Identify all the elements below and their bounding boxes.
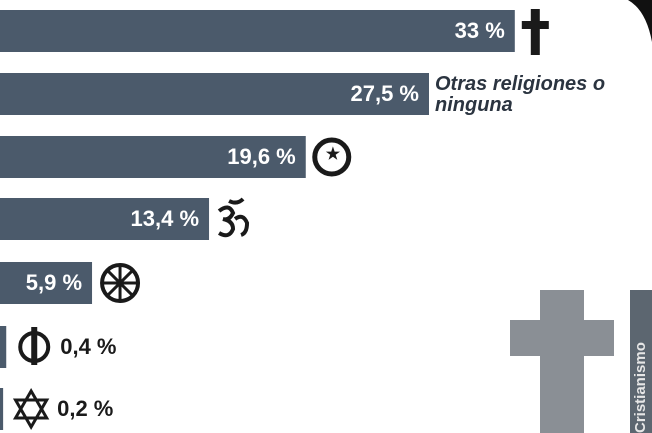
icon-wheel-spoke [106, 269, 134, 297]
icon-cross [521, 21, 549, 29]
bar [0, 388, 4, 430]
icon-cross [530, 9, 540, 55]
bar [0, 326, 7, 368]
value-label: 13,4 % [131, 206, 200, 231]
side-label: Cristianismo [632, 342, 649, 433]
category-label: Otras religiones o ninguna [435, 73, 606, 116]
icon-om [217, 197, 250, 238]
value-label: 19,6 % [227, 144, 296, 169]
value-label: 5,9 % [26, 270, 82, 295]
bar [0, 136, 306, 178]
bar [0, 262, 93, 304]
corner-decoration [628, 0, 652, 42]
bar [0, 73, 429, 115]
icon-khanda [31, 327, 38, 365]
icon-star: ★ [326, 146, 341, 163]
value-label: 27,5 % [351, 81, 420, 106]
bar [0, 198, 210, 240]
side-strip [630, 290, 652, 433]
value-label: 33 % [455, 18, 505, 43]
icon-star-david [12, 398, 50, 430]
big-cross-horizontal [510, 320, 614, 356]
value-label: 0,4 % [60, 334, 116, 359]
bar [0, 10, 515, 52]
big-cross-vertical [540, 290, 584, 433]
icon-star-david [12, 388, 50, 420]
value-label: 0,2 % [57, 396, 113, 421]
icon-crescent [312, 137, 352, 177]
